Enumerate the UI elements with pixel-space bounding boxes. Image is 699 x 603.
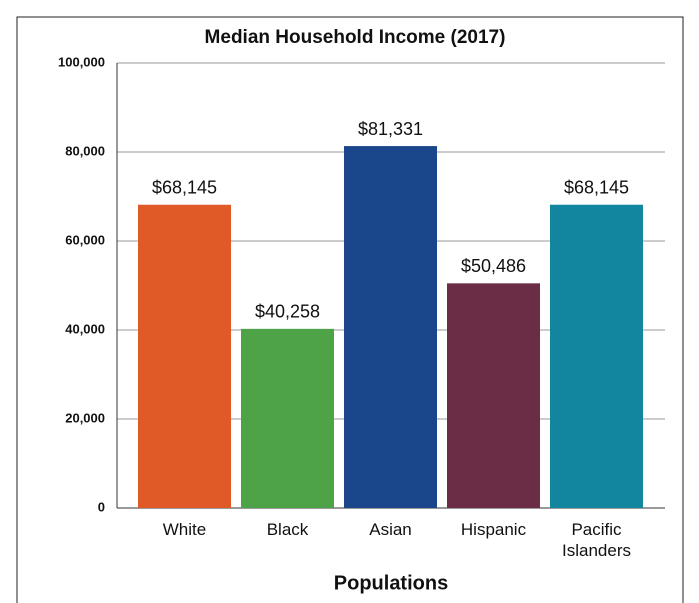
y-tick-label: 20,000 <box>65 410 105 425</box>
x-tick-label: White <box>162 520 207 539</box>
chart-title: Median Household Income (2017) <box>205 27 506 48</box>
value-label: $68,145 <box>564 178 629 198</box>
x-axis-title: Populations <box>334 572 448 594</box>
bar <box>447 283 540 508</box>
value-label: $68,145 <box>152 178 217 198</box>
y-tick-label: 60,000 <box>65 232 105 247</box>
x-tick-label: Pacific Islanders <box>562 520 631 560</box>
y-tick-label: 100,000 <box>58 54 105 69</box>
y-tick-label: 0 <box>98 499 105 514</box>
x-tick-label: Hispanic <box>460 520 527 539</box>
value-label: $81,331 <box>358 119 423 139</box>
y-tick-label: 80,000 <box>65 143 105 158</box>
bar <box>138 204 231 508</box>
value-label: $50,486 <box>461 256 526 276</box>
y-tick-label: 40,000 <box>65 321 105 336</box>
frame <box>16 16 684 603</box>
bar <box>241 328 334 508</box>
x-tick-label: Black <box>266 520 309 539</box>
bar <box>344 146 437 508</box>
bar <box>550 204 643 508</box>
x-tick-label: Asian <box>369 520 412 539</box>
value-label: $40,258 <box>255 302 320 322</box>
